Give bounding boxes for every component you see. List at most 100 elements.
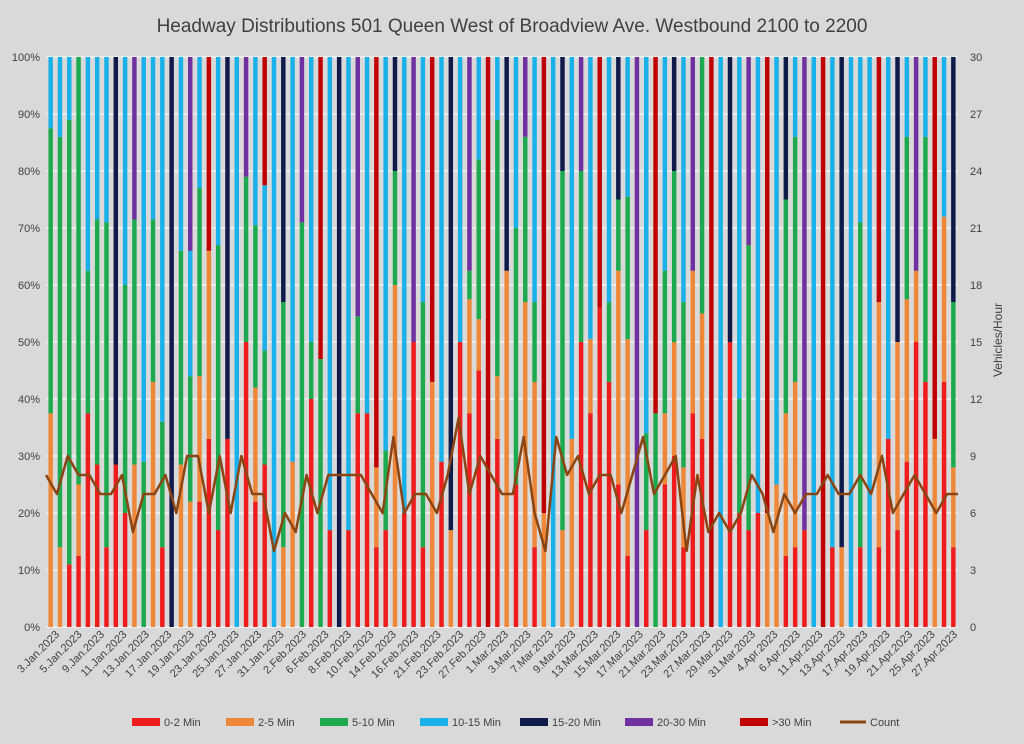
bar-segment [662, 484, 668, 627]
bar-segment [858, 57, 863, 223]
bar-segment [802, 57, 807, 531]
bar-segment [737, 513, 742, 627]
bar-segment [495, 376, 500, 439]
bar-segment [885, 438, 891, 627]
bar-segment [141, 461, 146, 627]
bar-segment [699, 438, 705, 627]
bar-segment [318, 57, 323, 360]
bar-segment [532, 547, 537, 627]
bar-segment [420, 547, 426, 627]
bar-segment [439, 461, 444, 627]
bar-segment [625, 196, 630, 340]
bar-segment [104, 57, 109, 223]
bar-segment [476, 57, 481, 160]
bar-segment [550, 57, 556, 627]
bar-segment [48, 413, 53, 627]
bar-segment [941, 216, 947, 382]
bar-segment [476, 370, 481, 627]
bar-segment [913, 342, 919, 627]
bar-segment [504, 57, 509, 271]
bar-segment [457, 57, 463, 342]
bar-segment [67, 119, 72, 565]
bar-segment [206, 57, 212, 251]
bar-segment [737, 399, 742, 513]
bar-segment [783, 555, 789, 627]
bar-segment [951, 302, 956, 468]
bar-segment [681, 467, 686, 548]
bar-segment [951, 467, 956, 548]
bar-segment [355, 316, 360, 414]
bar-segment [746, 57, 751, 246]
bar-segment [876, 57, 882, 303]
bar-segment [532, 57, 537, 137]
bar-segment [913, 57, 919, 271]
bar-segment [513, 228, 519, 485]
bar-segment [616, 484, 621, 627]
bar-segment [569, 438, 575, 627]
bar-segment [411, 342, 416, 627]
bar-segment [467, 57, 472, 271]
y-tick-label: 10% [18, 565, 40, 577]
y2-tick-label: 3 [970, 565, 976, 577]
bar-segment [755, 513, 761, 627]
bar-segment [578, 342, 584, 627]
bar-segment [811, 57, 816, 627]
bar-segment [122, 513, 128, 627]
y-tick-label: 70% [18, 223, 40, 235]
bar-segment [616, 270, 621, 485]
bar-segment [290, 461, 295, 627]
bar-segment [57, 57, 63, 137]
y2-tick-label: 18 [970, 280, 982, 292]
bar-segment [402, 513, 407, 627]
bar-segment [94, 57, 100, 220]
legend-label: 10-15 Min [452, 717, 501, 729]
bar-segment [467, 413, 472, 627]
bar-segment [420, 302, 426, 548]
bar-segment [504, 270, 509, 627]
bar-segment [411, 57, 416, 342]
bar-segment [513, 57, 519, 228]
bar-segment [346, 530, 351, 627]
bar-segment [85, 57, 91, 271]
bar-segment [243, 342, 249, 627]
bar-segment [532, 381, 537, 548]
bar-segment [923, 57, 928, 137]
bar-segment [941, 57, 947, 217]
bar-segment [76, 484, 81, 556]
bar-segment [262, 57, 267, 186]
bar-segment [737, 57, 742, 399]
bar-segment [104, 547, 109, 627]
bar-segment [132, 57, 137, 220]
bar-segment [541, 513, 547, 627]
bar-segment [653, 57, 658, 414]
bar-segment [895, 530, 900, 627]
bar-segment [57, 136, 63, 548]
bar-segment [374, 57, 379, 468]
bar-segment [132, 219, 137, 465]
bar-segment [327, 57, 333, 531]
bar-segment [671, 456, 677, 627]
bar-segment [141, 57, 146, 462]
bar-segment [467, 299, 472, 414]
y2-tick-label: 9 [970, 451, 976, 463]
bar-segment [858, 547, 863, 627]
bar-segment [523, 57, 528, 137]
bar-segment [122, 57, 128, 285]
bar-segment [318, 359, 323, 627]
bar-segment [783, 413, 789, 556]
bar-segment [904, 299, 910, 462]
y2-tick-label: 0 [970, 622, 976, 634]
y-tick-label: 50% [18, 337, 40, 349]
bar-segment [243, 176, 249, 342]
y-tick-label: 40% [18, 394, 40, 406]
bar-segment [588, 57, 593, 340]
bar-segment [681, 302, 686, 468]
bar-segment [616, 57, 621, 200]
legend-label: Count [870, 717, 899, 729]
bar-segment [299, 57, 305, 223]
bar-segment [113, 57, 119, 465]
bar-segment [485, 57, 491, 627]
bar-segment [904, 461, 910, 627]
bar-segment [206, 438, 212, 627]
